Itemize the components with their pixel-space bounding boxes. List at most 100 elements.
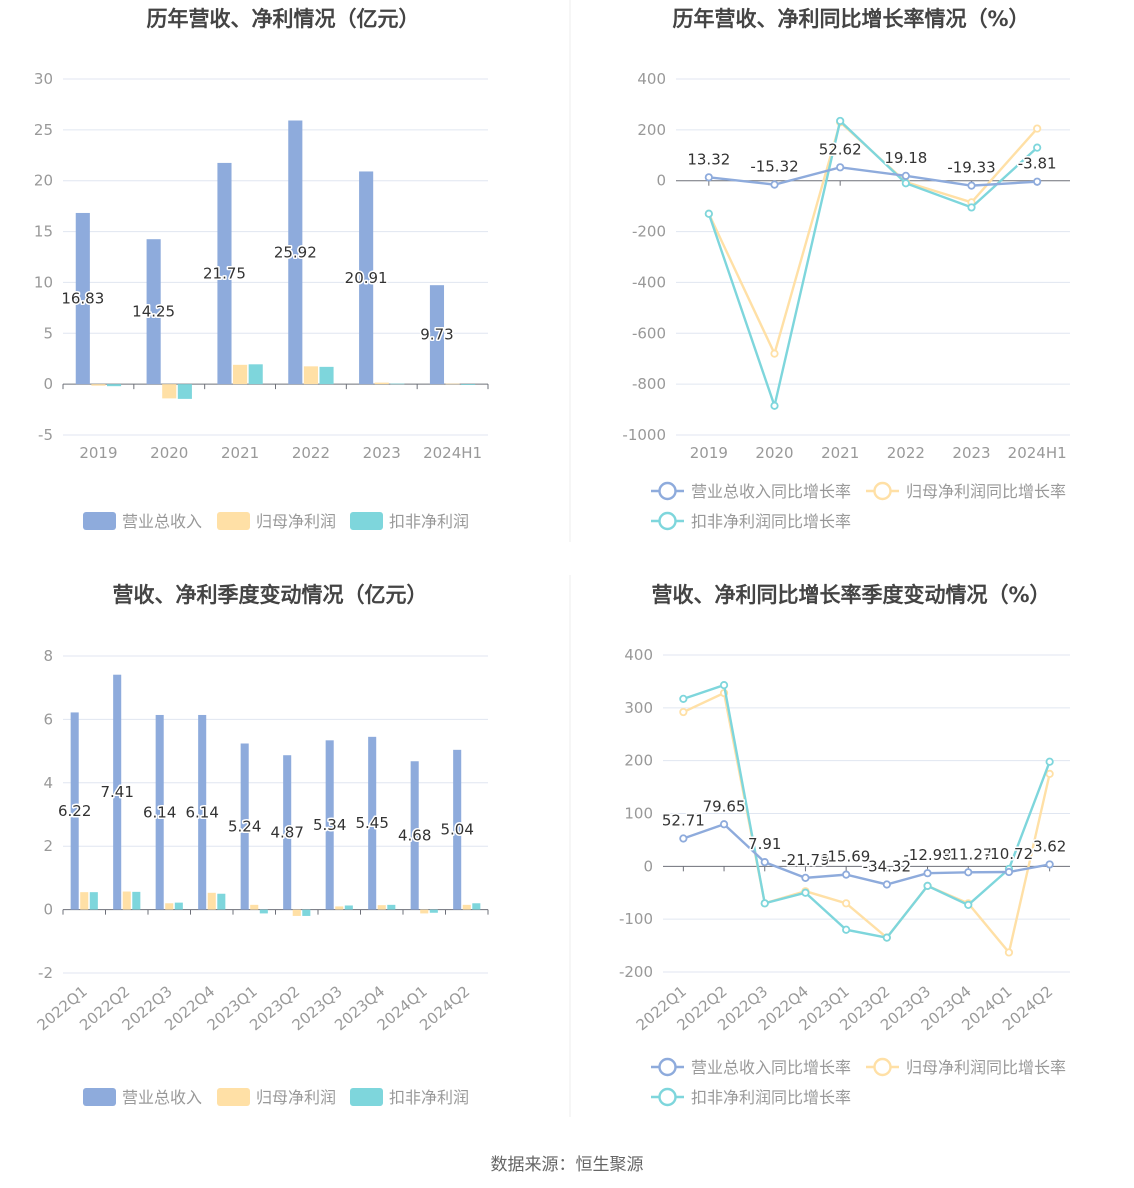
data-label-text: 6.14 <box>185 803 218 821</box>
point-net_profit <box>1045 769 1054 778</box>
legend-marker-net_profit <box>873 481 892 501</box>
chart-annual-amount: 历年营收、净利情况（亿元） -5 0 5 10 15 20 25 30 2019 2020 2021 2… <box>34 7 489 531</box>
y-gridlines: -5 0 5 10 15 20 25 30 <box>34 70 488 444</box>
line-net_profit <box>682 691 1051 956</box>
chart-quarter-amount: 营收、净利季度变动情况（亿元）-2024682022Q12022Q22022Q3… <box>34 583 489 1107</box>
bar-revenue <box>146 239 161 385</box>
y-gridlines: -200 -100 0 100 200 300 400 <box>619 646 1070 981</box>
data-label-halo: -11.27 <box>944 845 992 863</box>
y-tick-label: 4 <box>43 774 53 792</box>
x-tick-label: 2023 <box>363 444 401 462</box>
bar-deducted_profit <box>89 892 98 910</box>
y-tick-label: -600 <box>632 324 666 342</box>
data-label: -15.69-15.69 <box>820 846 871 867</box>
point-deducted_profit <box>967 203 976 212</box>
data-label-text: 52.71 <box>662 811 705 829</box>
chart-title: 营收、净利季度变动情况（亿元） <box>113 583 428 607</box>
point-revenue <box>964 868 973 877</box>
data-label-halo: 3.62 <box>1033 837 1066 855</box>
data-label-text: -15.69 <box>822 848 870 866</box>
chart-annual-growth: 历年营收、净利同比增长率情况（%） -1000 -800 -600 -400 -200 0 2… <box>622 7 1070 531</box>
legend-label: 扣非净利润同比增长率 <box>691 512 851 531</box>
data-label-halo: 20.91 <box>345 269 388 287</box>
x-tick-label: 2024H1 <box>1008 444 1067 462</box>
point-revenue <box>836 163 845 172</box>
data-label-text: -34.32 <box>863 857 911 875</box>
data-label-text: 9.73 <box>420 326 453 344</box>
legend-marker-net_profit <box>873 1057 892 1077</box>
data-label-halo: 25.92 <box>274 243 317 261</box>
legend-swatch-revenue <box>83 512 116 530</box>
bar-net_profit <box>122 891 131 910</box>
data-label-text: -19.33 <box>947 159 995 177</box>
data-label-text: -15.32 <box>750 158 798 176</box>
point-revenue <box>704 173 713 182</box>
bar-deducted_profit <box>429 909 438 913</box>
bar-deducted_profit <box>106 384 122 387</box>
data-label-text: 19.18 <box>884 149 927 167</box>
point-revenue <box>1033 177 1042 186</box>
y-tick-label: 400 <box>637 70 666 88</box>
legend-marker-revenue <box>658 481 677 501</box>
bar-deducted_profit <box>217 893 226 910</box>
point-deducted_profit <box>923 881 932 890</box>
bar-net_profit <box>207 892 216 910</box>
bar-revenue <box>410 761 419 910</box>
bar-deducted_profit <box>132 891 141 910</box>
data-label-halo: -34.32 <box>863 857 911 875</box>
bar-revenue <box>217 162 232 385</box>
data-label-halo: 7.41 <box>100 783 133 801</box>
data-label: 5.345.34 <box>311 814 347 835</box>
x-tick-label: 2019 <box>690 444 728 462</box>
bar-revenue <box>283 755 292 910</box>
y-tick-label: -800 <box>632 375 666 393</box>
bar-deducted_profit <box>302 909 311 916</box>
data-label: -3.81-3.81 <box>1016 153 1058 174</box>
data-label-text: -21.79 <box>781 851 829 869</box>
legend-swatch-deducted_profit <box>350 512 383 530</box>
line-revenue <box>682 822 1050 886</box>
y-tick-label: 0 <box>43 901 53 919</box>
series-net_profit <box>91 364 460 399</box>
series-net_profit <box>704 118 1042 358</box>
legend-label: 扣非净利润 <box>389 512 469 531</box>
data-label: 6.146.14 <box>184 802 220 823</box>
data-label-halo: -15.69 <box>822 848 870 866</box>
bar-revenue <box>325 740 334 910</box>
x-tick-label: 2021 <box>821 444 859 462</box>
series-deducted_profit <box>106 364 476 399</box>
point-deducted_profit <box>719 681 729 690</box>
bar-deducted_profit <box>319 366 334 385</box>
data-label-text: 16.83 <box>61 290 104 308</box>
data-label: -19.33-19.33 <box>946 157 997 178</box>
data-label-text: 25.92 <box>274 243 317 261</box>
data-label-halo: -21.79 <box>781 851 829 869</box>
bar-net_profit <box>335 906 344 910</box>
bar-revenue <box>70 712 79 910</box>
point-deducted_profit <box>760 899 769 908</box>
data-label-halo: 9.73 <box>420 326 453 344</box>
y-tick-label: -2 <box>38 964 53 982</box>
data-label: -11.27-11.27 <box>943 844 994 865</box>
data-label-halo: 52.62 <box>819 140 862 158</box>
legend-label: 扣非净利润同比增长率 <box>691 1088 851 1107</box>
bar-revenue <box>453 749 462 910</box>
y-tick-label: -100 <box>619 910 653 928</box>
y-tick-label: -200 <box>632 223 666 241</box>
legend-label: 营业总收入同比增长率 <box>691 1058 851 1077</box>
data-label-halo: -19.33 <box>947 159 995 177</box>
data-label-halo: 19.18 <box>884 149 927 167</box>
point-net_profit <box>679 707 688 717</box>
bar-revenue <box>198 714 207 910</box>
bar-revenue <box>113 674 122 910</box>
legend-label: 归母净利润 <box>256 1088 336 1107</box>
data-label-halo: 16.83 <box>61 290 104 308</box>
data-label-text: 5.34 <box>313 816 346 834</box>
series-revenue <box>75 120 445 385</box>
